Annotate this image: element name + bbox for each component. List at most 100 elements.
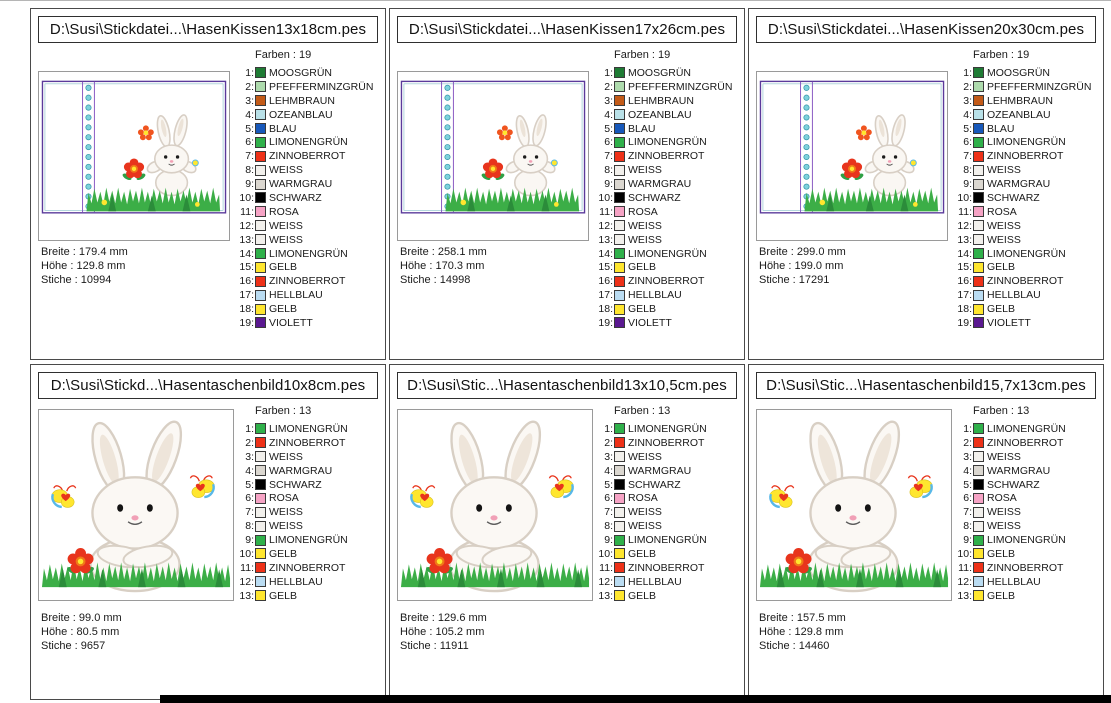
color-swatch	[973, 178, 984, 190]
butterfly-right	[189, 475, 215, 499]
thread-color-row: 13: WEISS	[590, 233, 741, 247]
thread-color-row: 9: LIMONENGRÜN	[590, 533, 741, 547]
color-number: 10:	[957, 191, 972, 204]
thread-color-row: 6: ROSA	[231, 491, 382, 505]
color-name: GELB	[987, 589, 1016, 602]
color-swatch	[255, 248, 266, 260]
color-swatch	[973, 136, 984, 148]
color-swatch	[614, 465, 625, 477]
small-flower	[855, 125, 872, 141]
thread-color-row: 11: ZINNOBERROT	[231, 561, 382, 575]
thread-color-row: 15: GELB	[590, 260, 741, 274]
color-swatch	[614, 479, 625, 490]
thread-color-row: 6: LIMONENGRÜN	[231, 135, 382, 149]
color-swatch	[973, 81, 984, 93]
thread-color-row: 16: ZINNOBERROT	[949, 274, 1100, 288]
stitch-count-info: Stiche : 9657	[41, 640, 106, 652]
color-name: WARMGRAU	[987, 464, 1051, 477]
color-name: PFEFFERMINZGRÜN	[987, 80, 1092, 93]
thread-color-row: 1: MOOSGRÜN	[231, 66, 382, 80]
color-swatch	[614, 548, 625, 560]
color-name: BLAU	[269, 122, 297, 135]
bunny-bag-design-image	[400, 420, 590, 593]
color-name: SCHWARZ	[987, 478, 1040, 491]
thread-color-row: 5: BLAU	[949, 122, 1100, 136]
bunny	[807, 420, 901, 593]
color-swatch	[255, 562, 266, 574]
height-info: Höhe : 80.5 mm	[41, 626, 120, 638]
thread-color-row: 9: WARMGRAU	[590, 177, 741, 191]
color-number: 2:	[245, 80, 254, 93]
design-info: Breite : 258.1 mm Höhe : 170.3 mm Stiche…	[400, 245, 487, 287]
file-path-title: D:\Susi\Stic...\Hasentaschenbild15,7x13c…	[756, 372, 1096, 399]
design-panel: D:\Susi\Stickdatei...\HasenKissen20x30cm…	[748, 8, 1104, 360]
color-swatch	[973, 220, 984, 232]
color-number: 1:	[604, 422, 613, 435]
thread-color-row: 19: VIOLETT	[231, 316, 382, 330]
bunny	[864, 114, 917, 197]
color-name: WEISS	[269, 164, 303, 177]
color-name: GELB	[987, 261, 1016, 274]
design-preview	[756, 409, 952, 601]
thread-color-row: 12: WEISS	[231, 219, 382, 233]
butterfly-left	[410, 485, 436, 509]
thread-color-row: 3: LEHMBRAUN	[949, 94, 1100, 108]
color-number: 1:	[604, 66, 613, 79]
grass-flower	[553, 202, 559, 207]
color-name: GELB	[628, 303, 657, 316]
thread-color-row: 2: ZINNOBERROT	[231, 436, 382, 450]
thread-color-row: 15: GELB	[231, 260, 382, 274]
thread-color-row: 8: WEISS	[590, 163, 741, 177]
color-number: 8:	[963, 520, 972, 533]
color-swatch	[255, 150, 266, 162]
color-number: 13:	[239, 589, 254, 602]
color-number: 2:	[604, 436, 613, 449]
color-name: PFEFFERMINZGRÜN	[628, 80, 733, 93]
cushion-outline	[400, 80, 586, 214]
thread-color-row: 12: HELLBLAU	[949, 575, 1100, 589]
color-number: 8:	[245, 164, 254, 177]
color-swatch	[614, 136, 625, 148]
color-swatch	[614, 248, 625, 260]
color-swatch	[614, 178, 625, 190]
color-number: 3:	[963, 450, 972, 463]
decorative-border-strip	[800, 81, 813, 213]
color-number: 5:	[245, 478, 254, 491]
butterfly-left	[51, 485, 77, 509]
thread-color-row: 8: WEISS	[949, 519, 1100, 533]
color-name: WEISS	[269, 450, 303, 463]
color-name: HELLBLAU	[628, 575, 682, 588]
color-name: WARMGRAU	[987, 178, 1051, 191]
thread-color-row: 8: WEISS	[231, 519, 382, 533]
color-swatch	[255, 136, 266, 148]
thread-color-row: 14: LIMONENGRÜN	[231, 247, 382, 261]
color-name: LIMONENGRÜN	[269, 534, 348, 547]
color-name: OZEANBLAU	[269, 108, 333, 121]
color-name: ZINNOBERROT	[269, 275, 346, 288]
file-path-title: D:\Susi\Stickd...\Hasentaschenbild10x8cm…	[38, 372, 378, 399]
color-name: OZEANBLAU	[628, 108, 692, 121]
thread-color-row: 7: WEISS	[231, 505, 382, 519]
color-name: WARMGRAU	[269, 464, 333, 477]
grass	[804, 187, 939, 212]
color-name: ZINNOBERROT	[987, 275, 1064, 288]
thread-colors-panel: Farben : 13 1: LIMONENGRÜN 2: ZINNOBERRO…	[590, 405, 741, 603]
color-number: 7:	[245, 150, 254, 163]
color-number: 17:	[598, 289, 613, 302]
design-preview	[397, 71, 589, 241]
color-number: 3:	[245, 94, 254, 107]
color-name: LEHMBRAUN	[269, 94, 335, 107]
color-number: 2:	[963, 80, 972, 93]
color-swatch	[973, 479, 984, 490]
color-name: LIMONENGRÜN	[269, 136, 348, 149]
flower	[426, 548, 453, 574]
thread-color-row: 5: SCHWARZ	[231, 478, 382, 492]
color-name: SCHWARZ	[269, 191, 322, 204]
thread-color-row: 11: ROSA	[590, 205, 741, 219]
bunny-cushion-design-image	[400, 80, 586, 214]
color-swatch	[614, 123, 625, 134]
grass-flower	[460, 199, 467, 206]
color-name: ZINNOBERROT	[269, 561, 346, 574]
stitch-count-info: Stiche : 17291	[759, 274, 830, 286]
grass-flower	[912, 202, 918, 207]
